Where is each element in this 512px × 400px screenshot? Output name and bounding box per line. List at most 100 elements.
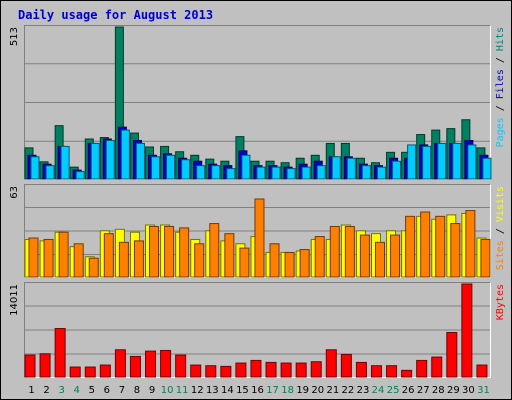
day-label: 11 — [176, 385, 189, 396]
bar-pages-day-29 — [452, 142, 462, 180]
bar-kbytes-day-1 — [24, 354, 36, 378]
day-label: 20 — [311, 385, 324, 396]
bar-sites-day-29 — [450, 223, 461, 278]
bar-pages-day-2 — [45, 165, 55, 180]
bar-kbytes-day-31 — [476, 364, 488, 378]
day-label: 12 — [191, 385, 204, 396]
bar-pages-day-13 — [211, 165, 221, 180]
bar-pages-day-5 — [90, 142, 100, 180]
legend-entry: Files — [495, 69, 506, 99]
bar-sites-day-15 — [239, 247, 250, 278]
bar-sites-day-3 — [58, 231, 69, 278]
legend-entry: / — [495, 99, 506, 117]
y-max-label: 14011 — [9, 284, 20, 316]
day-label: 13 — [206, 385, 219, 396]
day-label: 2 — [43, 385, 49, 396]
bar-kbytes-day-7 — [114, 349, 126, 378]
chart-title: Daily usage for August 2013 — [18, 8, 213, 22]
bar-sites-day-5 — [88, 257, 99, 278]
bar-sites-day-26 — [405, 215, 416, 278]
panel-2: 63 Sites / Visits — [9, 184, 506, 278]
bar-kbytes-day-12 — [190, 364, 202, 378]
bar-sites-day-31 — [480, 238, 491, 278]
day-label: 24 — [372, 385, 385, 396]
bar-sites-day-22 — [344, 225, 355, 278]
bar-kbytes-day-11 — [175, 354, 187, 378]
bar-pages-day-23 — [361, 165, 371, 180]
day-label: 9 — [149, 385, 155, 396]
panel-legend: Pages / Files / Hits — [495, 27, 506, 147]
bar-kbytes-day-24 — [370, 365, 382, 378]
day-label: 14 — [221, 385, 234, 396]
bar-sites-day-16 — [254, 198, 265, 278]
bar-kbytes-day-28 — [431, 356, 443, 378]
panel-bevel-shadow — [24, 25, 491, 180]
bar-kbytes-day-15 — [235, 362, 247, 378]
bar-sites-day-25 — [390, 234, 401, 278]
day-label: 27 — [417, 385, 430, 396]
y-max-label: 63 — [9, 186, 20, 199]
bar-sites-day-30 — [465, 210, 476, 278]
bar-pages-day-6 — [105, 139, 115, 180]
bar-pages-day-27 — [422, 145, 432, 180]
day-label: 17 — [266, 385, 279, 396]
bar-kbytes-day-27 — [416, 359, 428, 378]
bar-kbytes-day-21 — [325, 349, 337, 378]
bar-sites-day-8 — [133, 240, 144, 278]
bar-kbytes-day-8 — [129, 355, 141, 378]
bar-pages-day-31 — [482, 157, 492, 180]
day-label: 6 — [104, 385, 110, 396]
bar-pages-day-8 — [135, 142, 145, 180]
bar-kbytes-day-30 — [461, 283, 473, 378]
day-label: 16 — [251, 385, 264, 396]
bar-pages-day-21 — [331, 156, 341, 180]
legend-entry: / — [495, 222, 506, 240]
day-label: 29 — [447, 385, 460, 396]
bar-pages-day-26 — [407, 144, 417, 180]
bar-pages-day-19 — [301, 166, 311, 180]
day-label: 31 — [477, 385, 490, 396]
panel-1: 513 Pages / Files / Hits — [9, 25, 506, 180]
day-label: 10 — [161, 385, 174, 396]
bar-pages-day-1 — [30, 156, 40, 180]
day-label: 26 — [402, 385, 415, 396]
legend-entry: Visits — [495, 186, 506, 222]
bar-sites-day-27 — [420, 211, 431, 278]
day-label: 4 — [74, 385, 80, 396]
bar-sites-day-2 — [43, 238, 54, 278]
bar-sites-day-20 — [314, 236, 325, 278]
bar-kbytes-day-3 — [54, 328, 66, 378]
bar-sites-day-18 — [284, 251, 295, 278]
chart-panels: 513 Pages / Files / Hits 63 Sites / Visits 1… — [9, 25, 506, 378]
bar-kbytes-day-19 — [295, 362, 307, 378]
bar-sites-day-1 — [28, 237, 39, 278]
bar-sites-day-10 — [164, 225, 175, 278]
day-label: 3 — [58, 385, 64, 396]
bar-kbytes-day-2 — [39, 353, 51, 378]
bar-sites-day-21 — [329, 225, 340, 278]
bar-pages-day-15 — [241, 154, 251, 180]
bar-pages-day-22 — [346, 157, 356, 180]
day-label: 28 — [432, 385, 445, 396]
bar-pages-day-12 — [196, 165, 206, 180]
bar-pages-day-20 — [316, 165, 326, 180]
bar-pages-day-9 — [151, 156, 161, 180]
bar-sites-day-23 — [359, 234, 370, 278]
bar-kbytes-day-14 — [220, 365, 232, 378]
bar-kbytes-day-16 — [250, 359, 262, 378]
bar-sites-day-4 — [73, 243, 84, 278]
legend-entry: Hits — [495, 27, 506, 51]
y-max-label: 513 — [9, 27, 20, 46]
bar-sites-day-17 — [269, 243, 280, 278]
bar-pages-day-28 — [437, 142, 447, 180]
day-label: 22 — [342, 385, 355, 396]
bar-sites-day-14 — [224, 233, 235, 278]
bar-kbytes-day-13 — [205, 365, 217, 378]
legend-entry: Pages — [495, 117, 506, 147]
bar-kbytes-day-22 — [340, 353, 352, 378]
bar-kbytes-day-23 — [355, 361, 367, 378]
day-label: 7 — [119, 385, 125, 396]
bar-kbytes-day-10 — [160, 349, 172, 378]
day-label: 1 — [28, 385, 34, 396]
bar-pages-day-25 — [392, 160, 402, 180]
